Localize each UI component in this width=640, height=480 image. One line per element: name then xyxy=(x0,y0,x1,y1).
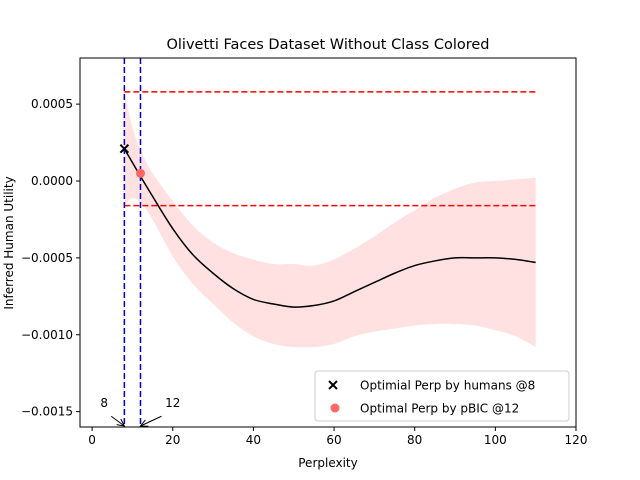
y-axis: 0.0005 0.0000 −0.0005 −0.0010 −0.0015 xyxy=(21,97,80,419)
x-tick-label: 40 xyxy=(246,433,261,447)
x-tick-label: 80 xyxy=(407,433,422,447)
legend: Optimial Perp by humans @8 Optimal Perp … xyxy=(314,370,570,422)
annotation-arrowhead-12 xyxy=(139,419,149,427)
legend-label-pbic: Optimal Perp by pBIC @12 xyxy=(360,402,519,416)
plot-area xyxy=(119,58,536,427)
y-tick-label: 0.0005 xyxy=(31,97,73,111)
marker-optimal-pbic xyxy=(135,168,145,178)
legend-marker-humans xyxy=(328,380,338,390)
annotation-arrow-12 xyxy=(140,415,162,427)
legend-box xyxy=(314,370,570,422)
x-tick-label: 100 xyxy=(484,433,507,447)
x-axis-label: Perplexity xyxy=(298,456,358,470)
chart-title: Olivetti Faces Dataset Without Class Col… xyxy=(166,37,489,53)
x-tick-label: 60 xyxy=(326,433,341,447)
y-tick-label: 0.0000 xyxy=(31,174,73,188)
confidence-band xyxy=(124,91,536,348)
legend-marker-pbic xyxy=(330,403,340,413)
plot-frame xyxy=(79,57,577,428)
annotation-label-12: 12 xyxy=(165,396,180,410)
y-tick-label: −0.0010 xyxy=(21,328,73,342)
legend-label-humans: Optimial Perp by humans @8 xyxy=(360,379,535,393)
y-tick-label: −0.0005 xyxy=(21,251,73,265)
annotation-label-8: 8 xyxy=(100,396,108,410)
y-tick-label: −0.0015 xyxy=(21,405,73,419)
annotation-arrowhead-8 xyxy=(116,418,126,427)
annotations: 8 12 xyxy=(100,396,180,427)
annotation-arrow-8 xyxy=(110,415,125,427)
x-tick-label: 120 xyxy=(565,433,588,447)
x-tick-label: 20 xyxy=(165,433,180,447)
y-axis-label: Inferred Human Utility xyxy=(2,176,16,309)
marker-optimal-humans xyxy=(119,144,130,154)
x-tick-label: 0 xyxy=(88,433,96,447)
mean-utility-curve xyxy=(123,148,536,308)
x-axis: 0 20 40 60 80 100 120 xyxy=(88,427,587,447)
